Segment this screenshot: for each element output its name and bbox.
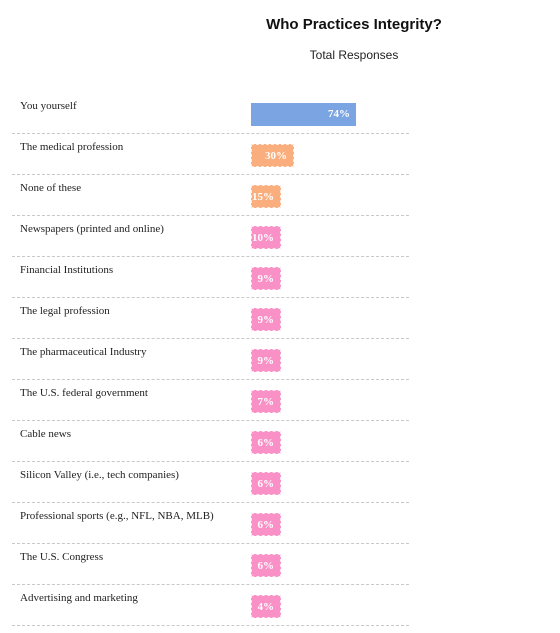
bar: 6%: [251, 472, 281, 495]
category-label: The pharmaceutical Industry: [20, 346, 147, 358]
category-label: The medical profession: [20, 141, 124, 153]
bar: 30%: [251, 144, 294, 167]
chart-row: Financial Institutions 9%: [0, 257, 560, 298]
category-label: The U.S. federal government: [20, 387, 148, 399]
value-label: 74%: [328, 108, 350, 120]
category-label: Silicon Valley (i.e., tech companies): [20, 469, 179, 481]
value-label: 9%: [257, 355, 275, 367]
chart-title: Who Practices Integrity?: [266, 16, 442, 33]
chart-row: Professional sports (e.g., NFL, NBA, MLB…: [0, 503, 560, 544]
value-label: 10%: [252, 232, 274, 244]
chart-row: None of these 15%: [0, 175, 560, 216]
category-label: Cable news: [20, 428, 72, 440]
chart-row: The U.S. Congress 6%: [0, 544, 560, 585]
chart-row: The pharmaceutical Industry 9%: [0, 339, 560, 380]
row-divider: [12, 420, 409, 421]
value-label: 9%: [257, 273, 275, 285]
bar: 9%: [251, 349, 281, 372]
row-divider: [12, 297, 409, 298]
bar: 9%: [251, 308, 281, 331]
bar: 9%: [251, 267, 281, 290]
bar: 6%: [251, 554, 281, 577]
category-label: The U.S. Congress: [20, 551, 104, 563]
row-divider: [12, 584, 409, 585]
chart-subtitle: Total Responses: [309, 48, 399, 62]
bar: 6%: [251, 431, 281, 454]
bar: 10%: [251, 226, 281, 249]
row-divider: [12, 338, 409, 339]
bar: 6%: [251, 513, 281, 536]
chart-row: Newspapers (printed and online) 10%: [0, 216, 560, 257]
chart-row: Advertising and marketing 4%: [0, 585, 560, 626]
row-divider: [12, 133, 409, 134]
chart-row: Silicon Valley (i.e., tech companies) 6%: [0, 462, 560, 503]
row-divider: [12, 379, 409, 380]
value-label: 6%: [257, 560, 275, 572]
row-divider: [12, 461, 409, 462]
row-divider: [12, 625, 409, 626]
bar: 4%: [251, 595, 281, 618]
row-divider: [12, 174, 409, 175]
chart-row: The medical profession 30%: [0, 134, 560, 175]
value-label: 9%: [257, 314, 275, 326]
value-label: 15%: [252, 191, 274, 203]
value-label: 7%: [257, 396, 275, 408]
chart-row: Cable news 6%: [0, 421, 560, 462]
chart-row: The U.S. federal government 7%: [0, 380, 560, 421]
value-label: 30%: [265, 150, 287, 162]
bar-chart: You yourself 74% The medical profession 30%…: [0, 93, 560, 626]
category-label: Advertising and marketing: [20, 592, 138, 604]
category-label: Professional sports (e.g., NFL, NBA, MLB…: [20, 510, 214, 522]
category-label: None of these: [20, 182, 82, 194]
row-divider: [12, 543, 409, 544]
row-divider: [12, 502, 409, 503]
category-label: The legal profession: [20, 305, 110, 317]
category-label: Newspapers (printed and online): [20, 223, 164, 235]
category-label: Financial Institutions: [20, 264, 114, 276]
bar: 74%: [251, 103, 356, 126]
row-divider: [12, 256, 409, 257]
value-label: 6%: [257, 519, 275, 531]
bar: 15%: [251, 185, 281, 208]
chart-row: The legal profession 9%: [0, 298, 560, 339]
chart-row: You yourself 74%: [0, 93, 560, 134]
value-label: 6%: [257, 478, 275, 490]
value-label: 6%: [257, 437, 275, 449]
row-divider: [12, 215, 409, 216]
value-label: 4%: [257, 601, 275, 613]
category-label: You yourself: [20, 100, 77, 112]
bar: 7%: [251, 390, 281, 413]
